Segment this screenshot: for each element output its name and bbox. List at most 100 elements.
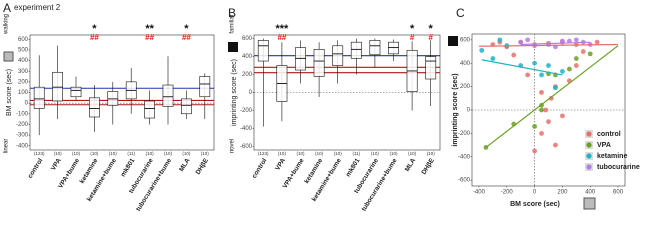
n-label: (10) bbox=[164, 151, 173, 156]
y-tick-label: -600 bbox=[458, 178, 471, 184]
bottom-label: novel bbox=[230, 139, 236, 153]
fit-line bbox=[481, 59, 563, 76]
n-label: (10) bbox=[389, 151, 398, 156]
y-tick-label: -400 bbox=[458, 154, 471, 160]
y-tick-label: -400 bbox=[16, 143, 29, 149]
familiar-icon bbox=[228, 42, 238, 52]
legend-swatch bbox=[586, 164, 592, 170]
box bbox=[162, 84, 174, 107]
bottom-label: linear bbox=[4, 139, 10, 154]
y-tick-label: 200 bbox=[242, 72, 253, 78]
significance: * bbox=[410, 23, 415, 35]
point bbox=[479, 47, 485, 53]
imprinting-icon bbox=[448, 36, 458, 46]
x-tick-label: VPA bbox=[274, 157, 287, 172]
x-tick-label: 200 bbox=[557, 190, 568, 196]
y-tick-label: 600 bbox=[460, 37, 471, 43]
point bbox=[573, 56, 579, 61]
legend-label: VPA bbox=[597, 142, 611, 149]
point bbox=[539, 130, 544, 136]
n-label: (10) bbox=[146, 151, 155, 156]
y-tick-label: 400 bbox=[242, 54, 253, 60]
y-tick-label: 600 bbox=[242, 36, 253, 42]
n-label: (10) bbox=[408, 151, 417, 156]
n-label: (11) bbox=[127, 151, 135, 156]
box bbox=[52, 71, 63, 102]
x-tick-label: control bbox=[251, 157, 269, 180]
significance: ## bbox=[182, 33, 191, 42]
point bbox=[539, 72, 544, 78]
box bbox=[332, 45, 344, 66]
legend-swatch bbox=[586, 142, 592, 148]
top-label: familiar bbox=[230, 14, 236, 33]
point bbox=[539, 107, 544, 113]
point bbox=[573, 63, 579, 68]
point bbox=[580, 49, 586, 54]
point bbox=[566, 66, 572, 72]
box bbox=[425, 56, 437, 80]
point bbox=[560, 69, 565, 74]
significance: *** bbox=[275, 23, 289, 35]
point bbox=[532, 123, 537, 129]
point bbox=[511, 52, 517, 58]
significance: ## bbox=[277, 33, 286, 42]
point bbox=[573, 37, 579, 43]
y-axis-label: imprinting score (sec) bbox=[231, 59, 238, 126]
y-tick-label: -200 bbox=[16, 122, 29, 128]
significance: * bbox=[184, 23, 189, 35]
legend-swatch bbox=[586, 153, 592, 159]
x-tick-label: tubocurarine+bume bbox=[360, 157, 398, 213]
x-tick-label: MLA bbox=[404, 157, 418, 173]
box bbox=[199, 76, 211, 98]
point bbox=[532, 60, 537, 66]
legend-label: ketamine bbox=[597, 153, 627, 160]
box bbox=[350, 41, 362, 59]
fit-line bbox=[478, 43, 619, 47]
y-tick-label: -200 bbox=[458, 131, 471, 137]
point bbox=[543, 107, 549, 113]
y-tick-label: -300 bbox=[16, 133, 29, 139]
y-tick-label: -200 bbox=[240, 108, 253, 114]
y-tick-label: 0 bbox=[249, 90, 253, 96]
n-label: (10) bbox=[315, 151, 324, 156]
y-tick-label: 200 bbox=[460, 84, 471, 90]
figure: A experiment 2 B C -400 -300 -200 -100 0 100 2… bbox=[3, 1, 640, 213]
x-tick-label: MLA bbox=[178, 157, 192, 173]
point bbox=[546, 119, 551, 125]
bm-icon bbox=[583, 197, 596, 210]
y-tick-label: 0 bbox=[467, 108, 471, 114]
box bbox=[313, 49, 325, 77]
point bbox=[490, 56, 496, 61]
y-axis-label: imprinting score (sec) bbox=[452, 73, 459, 146]
y-tick-label: -100 bbox=[16, 111, 29, 117]
box bbox=[181, 98, 192, 115]
legend-label: tubocurarine bbox=[597, 164, 640, 171]
significance: ## bbox=[145, 33, 154, 42]
point bbox=[539, 90, 544, 95]
fit-line bbox=[485, 45, 619, 148]
legend-label: control bbox=[597, 131, 621, 138]
y-tick-label: 0 bbox=[25, 101, 29, 107]
panel-label: B bbox=[228, 6, 236, 20]
x-tick-label: VPA bbox=[50, 157, 63, 172]
n-label: (11) bbox=[352, 151, 360, 156]
box bbox=[70, 86, 82, 98]
x-tick-label: -200 bbox=[501, 190, 514, 196]
x-tick-label: -400 bbox=[473, 190, 486, 196]
n-label: (10) bbox=[201, 151, 210, 156]
x-tick-label: DHβE bbox=[195, 157, 211, 176]
significance: ** bbox=[145, 23, 154, 35]
point bbox=[594, 39, 600, 45]
point bbox=[497, 37, 503, 43]
significance: * bbox=[92, 23, 97, 35]
n-label: (10) bbox=[427, 151, 436, 156]
n-label: (10) bbox=[72, 151, 81, 156]
significance: ## bbox=[90, 33, 99, 42]
y-tick-label: 600 bbox=[18, 37, 29, 43]
y-tick-label: 100 bbox=[18, 90, 29, 96]
point bbox=[566, 38, 572, 44]
box bbox=[144, 100, 155, 119]
figure-title: experiment 2 bbox=[14, 3, 61, 12]
y-tick-label: 400 bbox=[460, 61, 471, 67]
panel-label: A bbox=[3, 1, 11, 15]
